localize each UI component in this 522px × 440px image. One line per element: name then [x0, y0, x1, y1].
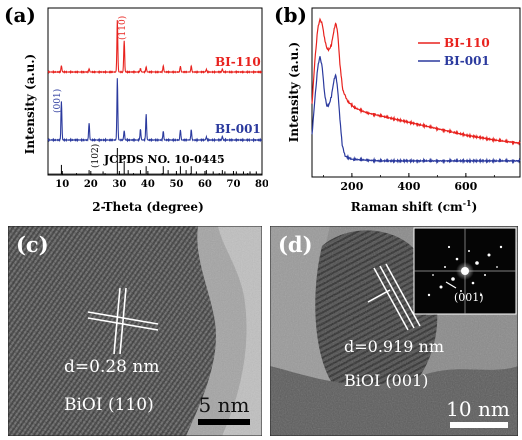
panel-a-xrd: (a) 10 20 30 40 50 60 70 80 BI-110 BI-001 JCPDS… [0, 0, 269, 218]
tem-c-scale-bar [198, 419, 250, 425]
xrd-x-tick-label: 60 [198, 179, 212, 190]
panel-a-letter: (a) [4, 3, 36, 27]
raman-x-tick-label: 200 [340, 180, 363, 193]
tem-d-d-spacing: d=0.919 nm [344, 337, 444, 356]
xrd-peak-label-102: (102) [90, 144, 101, 168]
xrd-x-tick-label: 10 [55, 179, 69, 190]
lattice-fringe-marker [87, 287, 159, 355]
raman-y-axis-label: Intensity (a.u.) [287, 42, 301, 142]
xrd-label-bi-001: BI-001 [215, 122, 261, 136]
xrd-x-ticks: 10 20 30 40 50 60 70 80 [47, 171, 269, 190]
fft-inset: (001) [413, 227, 517, 315]
xrd-series-bi-001 [47, 78, 263, 143]
lattice-fringe-marker-d [367, 263, 421, 331]
panel-c-letter: (c) [16, 232, 49, 257]
xrd-x-tick-label: 20 [84, 179, 98, 190]
xrd-reference-label: JCPDS NO. 10-0445 [103, 153, 225, 166]
raman-x-tick-label: 600 [454, 180, 477, 193]
xrd-x-tick-label: 30 [112, 179, 126, 190]
legend-label-bi-001: BI-001 [444, 54, 490, 68]
fft-diffraction-spots [427, 245, 503, 297]
xrd-x-tick-label: 80 [255, 179, 268, 190]
raman-x-ticks: 200 400 600 [322, 173, 495, 193]
xrd-x-tick-label: 40 [141, 179, 155, 190]
panel-d-letter: (d) [278, 232, 313, 257]
panel-c-tem-image: (c) d=0.28 nm BiOI (110) 5 nm [7, 225, 263, 437]
xrd-plot-frame [47, 7, 263, 176]
raman-plot-frame [311, 7, 521, 178]
tem-d-scale-label: 10 nm [446, 397, 510, 421]
raman-legend: BI-110 BI-001 [418, 36, 490, 68]
tem-d-scale-bar [450, 422, 508, 428]
panel-b-letter: (b) [274, 3, 307, 27]
legend-label-bi-110: BI-110 [444, 36, 490, 50]
tem-c-scale-label: 5 nm [199, 393, 250, 417]
xrd-series-bi-110 [47, 20, 263, 75]
tem-c-plane-label: BiOI (110) [64, 395, 154, 415]
panel-d-tem-image: (d) (001) [269, 225, 519, 437]
raman-x-tick-label: 400 [397, 180, 420, 193]
panel-b-raman: (b) 200 400 600 BI-110 BI-001 Intensity (a… [268, 0, 522, 218]
xrd-peak-label-110: (110) [117, 16, 128, 40]
xrd-x-tick-label: 50 [169, 179, 183, 190]
raman-series-bi-110 [311, 17, 521, 146]
tem-d-plane-label: BiOI (001) [344, 371, 428, 390]
raman-series-bi-001 [311, 56, 521, 165]
raman-x-axis-label: Raman shift (cm-1) [351, 198, 478, 214]
xrd-label-bi-110: BI-110 [215, 55, 261, 69]
xrd-reference-pattern [48, 148, 262, 175]
xrd-peak-label-001: (001) [52, 89, 63, 113]
xrd-x-tick-label: 70 [227, 179, 241, 190]
xrd-y-axis-label: Intensity (a.u.) [23, 54, 37, 154]
tem-c-d-spacing: d=0.28 nm [64, 357, 159, 377]
fft-spot-label: (001) [454, 291, 484, 304]
xrd-x-axis-label: 2-Theta (degree) [92, 200, 204, 214]
